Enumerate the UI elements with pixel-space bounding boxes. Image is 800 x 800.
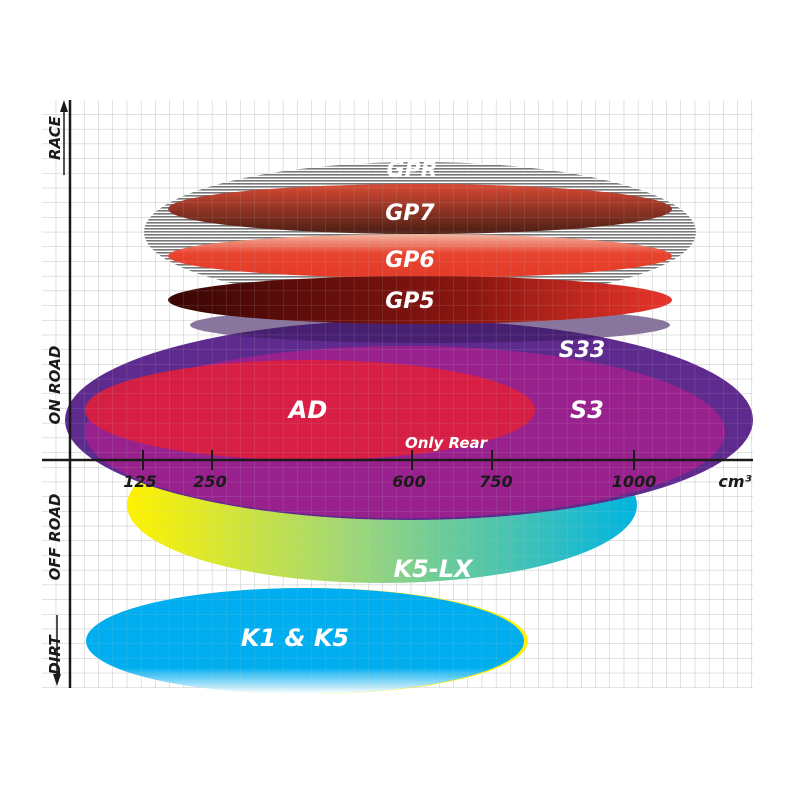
tick-250: 250 [193,472,226,491]
label-s3: S3 [570,396,604,424]
dirt-arrow-icon [53,615,61,686]
label-ad: AD [287,396,328,424]
tick-750: 750 [479,472,512,491]
x-unit: cm³ [718,472,751,491]
label-k5lx: K5-LX [393,555,474,583]
tick-600: 600 [392,472,425,491]
label-on-road: ON ROAD [46,346,64,425]
tick-1000: 1000 [612,472,657,491]
label-k1k5: K1 & K5 [241,624,349,652]
label-only-rear: Only Rear [405,434,489,452]
label-gp7: GP7 [385,201,435,226]
label-dirt: DIRT [46,634,64,675]
label-gpr: GPR [386,158,437,183]
label-gp6: GP6 [385,248,435,273]
label-gp5: GP5 [385,289,435,314]
tick-125: 125 [123,472,156,491]
label-off-road: OFF ROAD [46,494,64,581]
race-arrow-icon [60,100,68,175]
grid-overlay [42,100,753,688]
x-ticks [142,450,635,470]
label-s33: S33 [559,338,605,363]
label-race: RACE [46,115,64,160]
